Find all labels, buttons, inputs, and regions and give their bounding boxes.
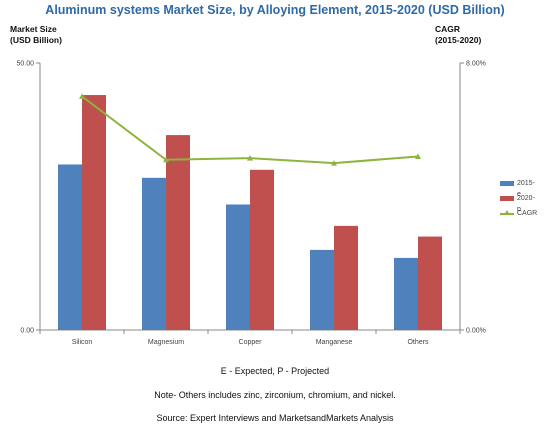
cagr-line [81, 95, 419, 165]
legend-label-cagr: CAGR [517, 210, 538, 217]
cagr-marker-copper [247, 155, 253, 161]
legend-marker-cagr [504, 210, 510, 215]
bar-2015-e-magnesium [142, 177, 166, 330]
bar-2015-e-others [394, 257, 418, 330]
bar-2020-p-others [418, 236, 442, 330]
bar-2015-e-copper [226, 204, 250, 330]
bar-2020-p-silicon [82, 95, 106, 330]
bar-2020-p-magnesium [166, 135, 190, 330]
cagr-marker-silicon [79, 93, 85, 99]
note-source: Source: Expert Interviews and Marketsand… [156, 413, 394, 423]
chart-title: Aluminum systems Market Size, by Alloyin… [45, 3, 505, 17]
bar-2015-e-silicon [58, 164, 82, 330]
bar-2020-p-manganese [334, 225, 358, 330]
y-tick-label-left: 0.00 [20, 328, 34, 335]
legend-label-2020: 2020-p [517, 195, 535, 213]
bar-2015-e-manganese [310, 249, 334, 330]
right-axis-title: CAGR (2015-2020) [435, 24, 482, 45]
legend-swatch-2015 [500, 181, 514, 186]
x-tick-label: Manganese [316, 339, 353, 346]
x-tick-label: Silicon [72, 339, 93, 346]
cagr-marker-others [415, 153, 421, 159]
note-others: Note- Others includes zinc, zirconium, c… [154, 390, 396, 400]
x-tick-label: Magnesium [148, 339, 184, 346]
legend-label-2015: 2015-e [517, 180, 535, 198]
cagr-marker-magnesium [163, 156, 169, 163]
y-tick-label-right: 8.00% [466, 61, 486, 68]
cagr-marker-manganese [331, 160, 337, 166]
left-axis-title: Market Size (USD Billion) [10, 24, 62, 45]
x-tick-label: Copper [239, 339, 263, 346]
note-expected: E - Expected, P - Projected [220, 366, 330, 376]
legend-swatch-2020 [500, 196, 514, 201]
x-tick-label: Others [407, 339, 429, 346]
bar-2020-p-copper [250, 169, 274, 330]
y-tick-label-right: 0.00% [466, 328, 486, 335]
y-tick-label-left: 50.00 [16, 61, 34, 68]
